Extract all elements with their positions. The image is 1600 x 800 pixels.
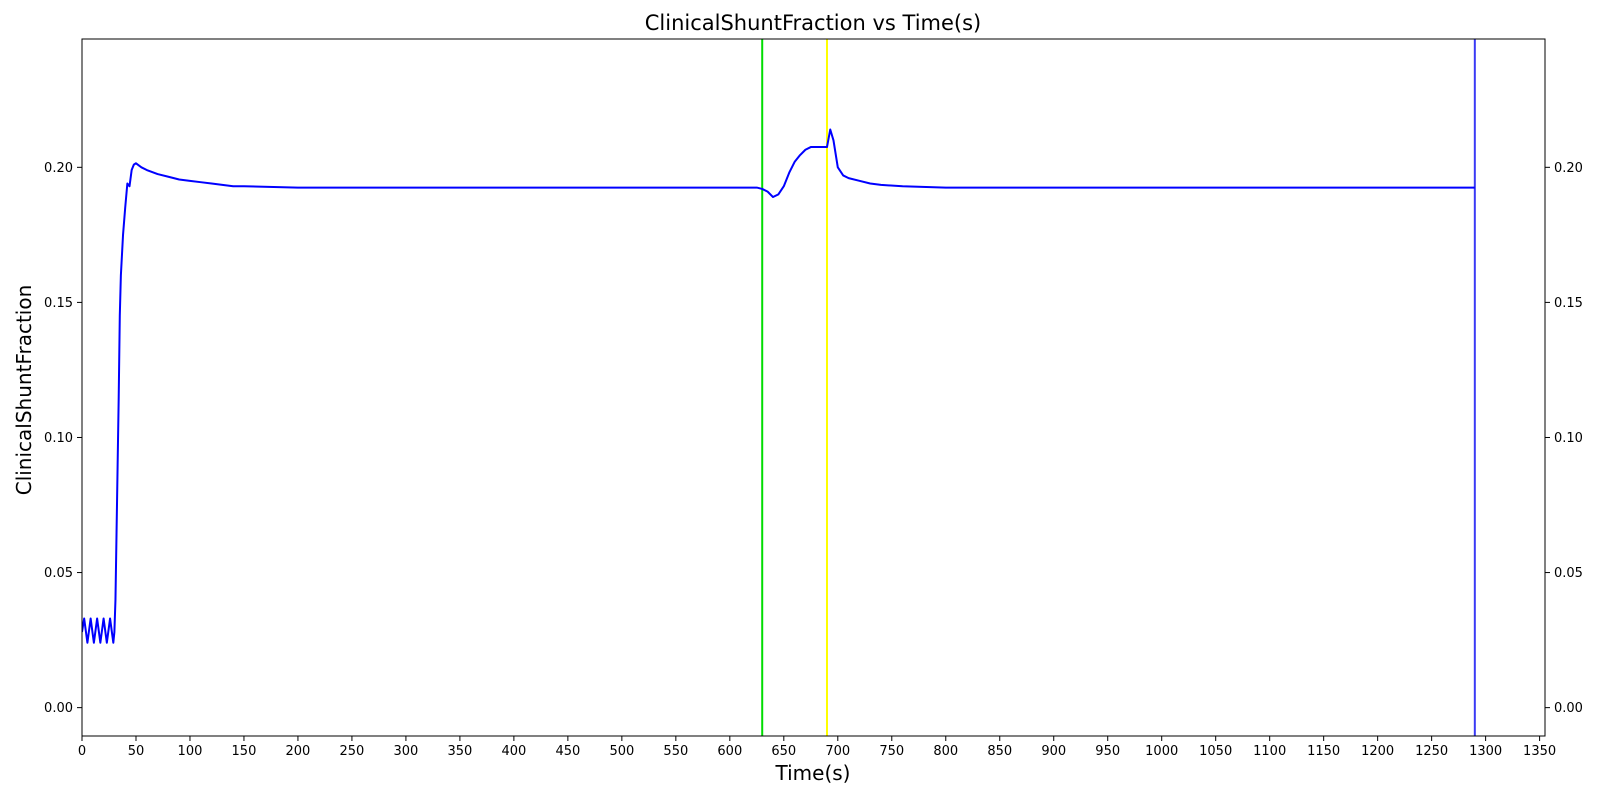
series-line [82,128,1475,644]
right-y-tick-label: 0.15 [1554,296,1583,311]
x-tick-label: 0 [78,744,86,759]
x-tick-label: 400 [501,744,526,759]
x-tick-label: 150 [232,744,257,759]
x-axis-title: Time(s) [775,761,851,785]
x-tick-label: 1300 [1469,744,1502,759]
x-tick-label: 350 [447,744,472,759]
x-tick-label: 650 [771,744,796,759]
x-tick-label: 500 [609,744,634,759]
x-tick-label: 1150 [1307,744,1340,759]
plot-area: 0 50 100 150 200 250 300 350 400 450 500 550 600 650 7… [44,38,1583,759]
right-y-tick-label: 0.05 [1554,566,1583,581]
x-tick-label: 850 [987,744,1012,759]
plot-frame [81,38,1546,737]
x-tick-label: 1100 [1253,744,1286,759]
x-tick-label: 950 [1095,744,1120,759]
x-tick-label: 450 [555,744,580,759]
x-tick-label: 50 [128,744,145,759]
right-y-tick-label: 0.00 [1554,701,1583,716]
x-tick-label: 300 [393,744,418,759]
x-tick-label: 1000 [1145,744,1178,759]
x-tick-label: 1200 [1361,744,1394,759]
x-tick-label: 250 [340,744,365,759]
x-tick-label: 600 [717,744,742,759]
x-tick-label: 750 [879,744,904,759]
x-tick-label: 200 [286,744,311,759]
y-tick-label: 0.05 [44,566,73,581]
x-tick-label: 900 [1041,744,1066,759]
x-tick-label: 800 [933,744,958,759]
x-tick-label: 100 [178,744,203,759]
y-axis-title: ClinicalShuntFraction [12,285,36,496]
right-y-tick-label: 0.20 [1554,161,1583,176]
chart-title: ClinicalShuntFraction vs Time(s) [645,11,981,35]
right-y-tick-label: 0.10 [1554,431,1583,446]
y-tick-label: 0.10 [44,431,73,446]
x-tick-label: 1250 [1415,744,1448,759]
x-tick-label: 550 [663,744,688,759]
y-tick-label: 0.15 [44,296,73,311]
y-tick-label: 0.20 [44,161,73,176]
x-tick-label: 1350 [1523,744,1556,759]
x-tick-label: 700 [825,744,850,759]
y-tick-label: 0.00 [44,701,73,716]
x-tick-label: 1050 [1199,744,1232,759]
